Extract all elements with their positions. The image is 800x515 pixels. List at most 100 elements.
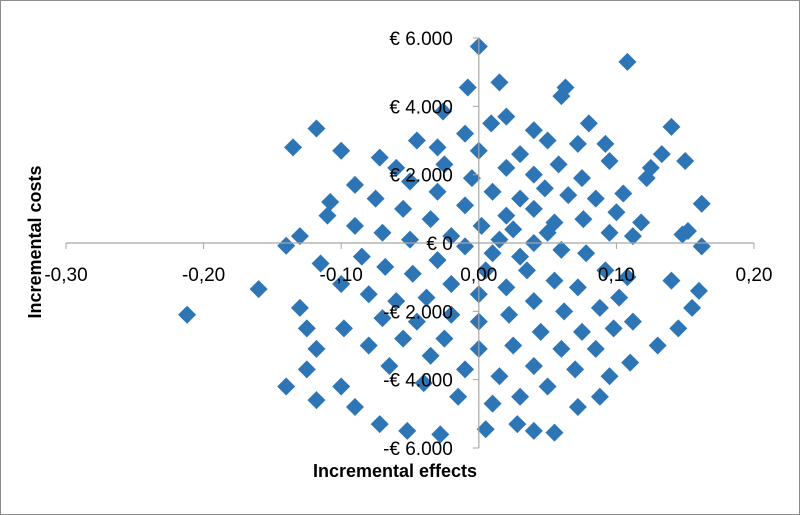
data-point	[277, 377, 296, 396]
data-point	[482, 114, 501, 133]
data-point	[596, 134, 615, 153]
data-point	[249, 280, 268, 299]
data-point	[435, 329, 454, 348]
data-point	[394, 329, 413, 348]
data-point	[511, 145, 530, 164]
data-point	[524, 199, 543, 218]
data-point	[359, 336, 378, 355]
data-point	[472, 216, 491, 235]
data-point	[297, 360, 316, 379]
data-point	[623, 312, 642, 331]
data-point	[497, 206, 516, 225]
data-point	[417, 288, 436, 307]
data-point	[401, 172, 419, 191]
data-point	[421, 210, 440, 229]
data-point	[555, 302, 574, 321]
data-point	[431, 425, 450, 444]
x-tick-label: -0,10	[320, 265, 363, 286]
data-point	[387, 292, 406, 311]
data-point	[476, 261, 495, 280]
data-point	[373, 309, 392, 328]
data-point	[307, 391, 326, 410]
data-point	[573, 169, 591, 188]
data-point	[318, 206, 337, 225]
data-point	[284, 138, 303, 157]
x-tick-label: -0,20	[182, 265, 225, 286]
points-layer	[178, 37, 711, 444]
data-point	[462, 169, 481, 188]
data-point	[552, 339, 571, 358]
data-point	[586, 339, 605, 358]
data-point	[614, 184, 633, 203]
data-point	[435, 155, 454, 174]
data-point	[332, 377, 351, 396]
data-point	[524, 357, 543, 375]
data-point	[508, 415, 527, 434]
data-point	[618, 52, 637, 71]
data-point	[442, 305, 461, 324]
data-point	[490, 73, 509, 92]
data-point	[352, 247, 371, 266]
data-point	[345, 398, 364, 416]
data-point	[590, 298, 609, 317]
x-tick-label: 0,10	[598, 265, 635, 286]
data-point	[370, 148, 389, 167]
data-point	[456, 237, 475, 256]
data-point	[359, 285, 378, 304]
data-point	[574, 210, 593, 229]
data-point	[683, 298, 702, 317]
data-point	[456, 196, 475, 215]
data-point	[579, 114, 598, 133]
data-point	[456, 360, 475, 379]
data-point	[387, 158, 406, 177]
data-point	[590, 387, 609, 406]
data-point	[500, 305, 519, 324]
data-point	[504, 220, 523, 239]
data-point	[442, 227, 461, 246]
data-point	[497, 278, 516, 297]
data-point	[517, 261, 536, 280]
data-point	[297, 319, 316, 338]
data-point	[421, 346, 440, 365]
data-point	[692, 194, 711, 213]
data-point	[586, 189, 605, 208]
data-point	[559, 186, 578, 205]
data-point	[428, 138, 447, 157]
data-point	[376, 257, 395, 276]
data-point	[380, 357, 399, 375]
data-point	[290, 298, 309, 317]
data-point	[332, 141, 351, 160]
data-point	[566, 360, 585, 379]
data-point	[568, 134, 587, 153]
data-point	[442, 275, 461, 293]
data-point	[483, 244, 502, 263]
data-point	[648, 336, 667, 355]
data-point	[345, 175, 364, 194]
data-point	[549, 155, 568, 174]
data-point	[456, 124, 475, 143]
data-point	[497, 158, 516, 177]
data-point	[277, 236, 296, 255]
y-tick-label: -€ 6.000	[383, 439, 453, 460]
data-point	[398, 421, 417, 440]
data-point	[673, 225, 692, 244]
data-point	[573, 322, 591, 341]
data-point	[178, 305, 197, 324]
data-point	[334, 319, 353, 338]
data-point	[662, 271, 681, 290]
y-tick-label: € 6.000	[389, 29, 452, 50]
data-point	[403, 264, 422, 283]
data-point	[511, 189, 530, 208]
data-point	[662, 117, 681, 136]
data-point	[552, 240, 571, 259]
data-point	[577, 244, 596, 263]
data-point	[535, 179, 554, 198]
y-axis-title: Incremental costs	[25, 165, 45, 318]
data-point	[596, 261, 615, 280]
data-point	[538, 131, 557, 150]
data-point	[600, 223, 619, 242]
data-point	[407, 312, 426, 331]
data-point	[552, 87, 571, 106]
data-point	[545, 423, 564, 442]
